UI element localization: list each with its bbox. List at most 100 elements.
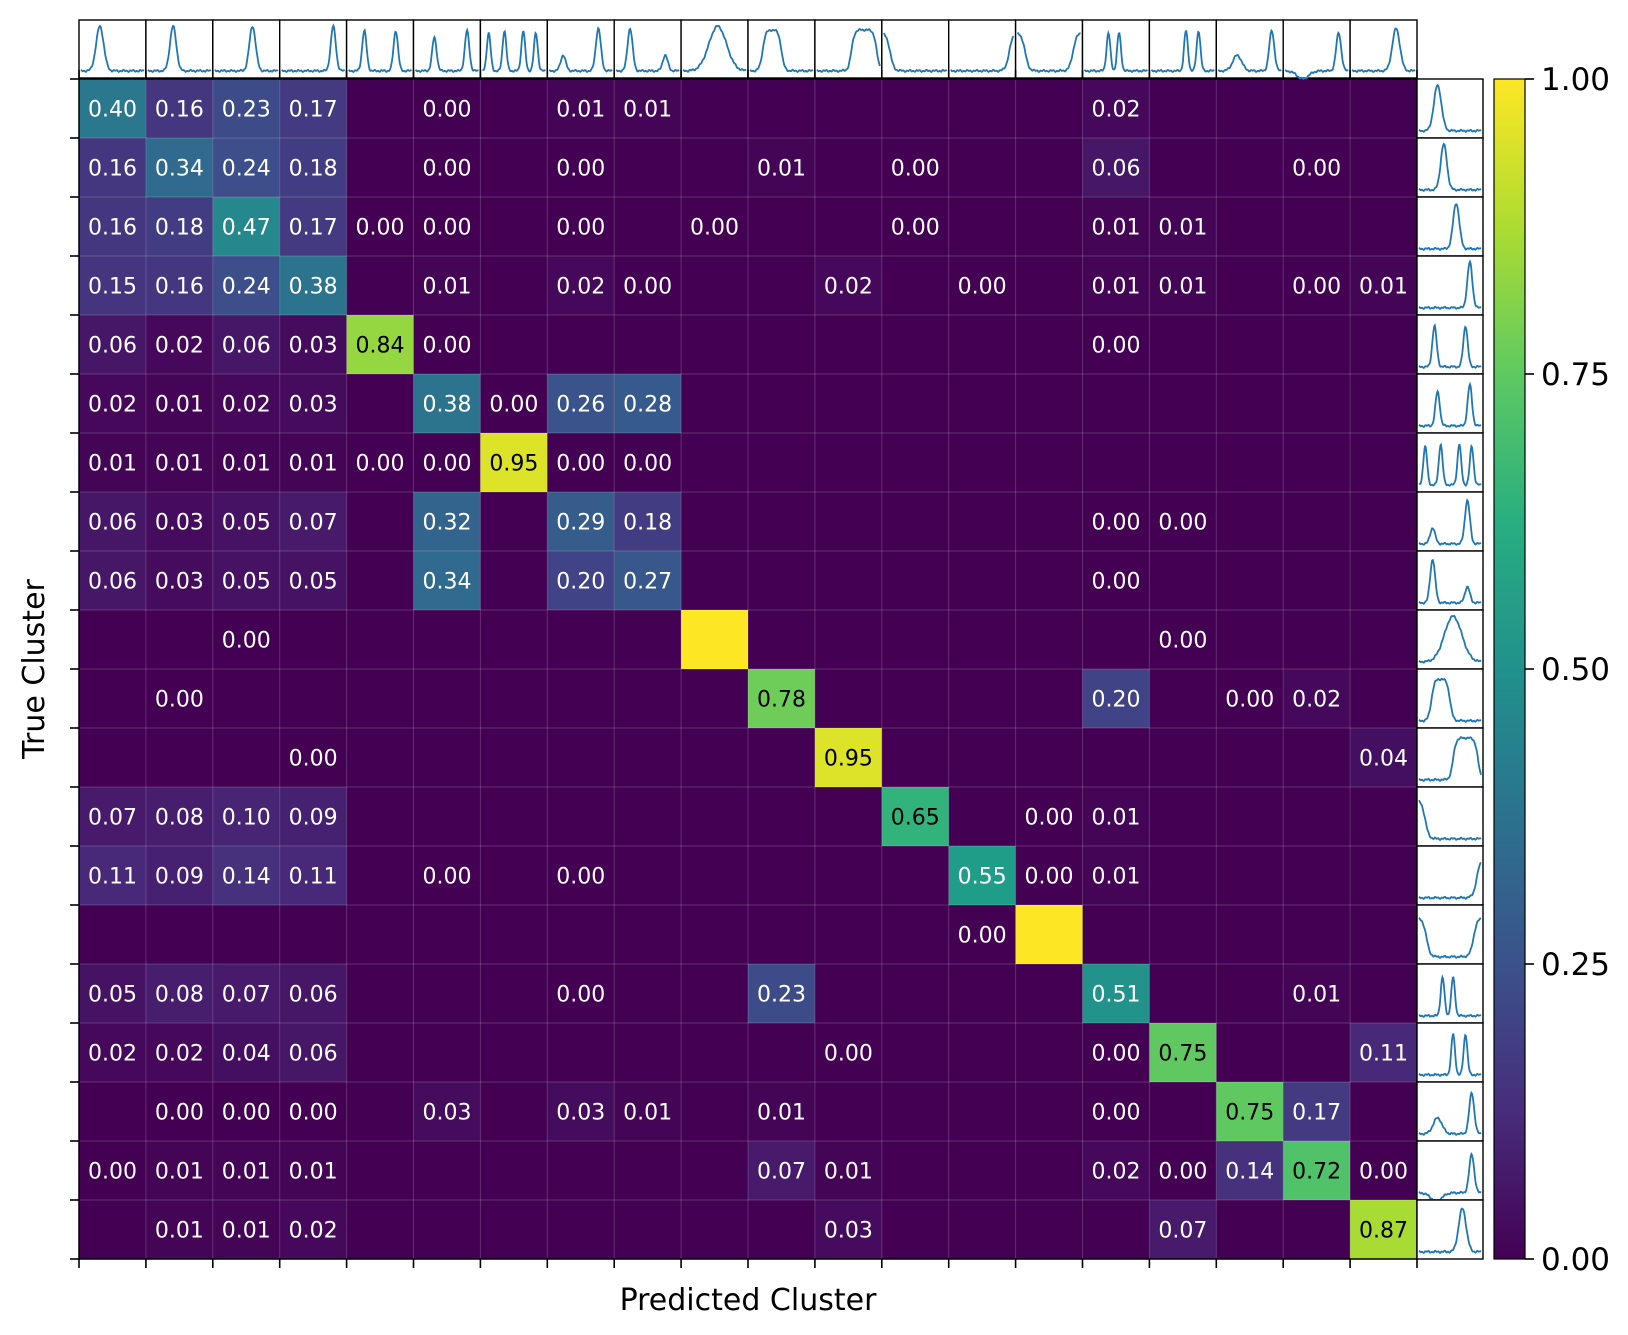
- profile-line: [1016, 31, 1081, 73]
- profile-box: [1416, 1140, 1484, 1201]
- heatmap-cell: [614, 79, 682, 138]
- heatmap-cell: [1283, 1141, 1351, 1200]
- cell-value-label: 0.06: [222, 334, 271, 359]
- heatmap-cell: [1283, 1082, 1351, 1141]
- heatmap-cell: [212, 374, 280, 433]
- heatmap-grid: 0.40 0.16 0.23 0.17 0.00 0.01 0.01 0.02 0.16 0.34…: [78, 78, 1418, 1260]
- cell-value-label: 0.40: [88, 98, 137, 123]
- cell-value-label: 0.02: [1292, 688, 1341, 713]
- cell-value-label: 0.87: [1359, 1219, 1408, 1244]
- cell-value-label: 0.00: [422, 157, 471, 182]
- cell-value-label: 0.00: [489, 393, 538, 418]
- cell-value-label: 0.02: [1091, 1160, 1140, 1185]
- profile-box: [814, 19, 883, 79]
- cell-value-label: 0.95: [824, 747, 873, 772]
- profile-line: [1418, 861, 1482, 900]
- cell-value-label: 0.06: [88, 570, 137, 595]
- heatmap-cell: [145, 669, 213, 728]
- x-axis-label: Predicted Cluster: [620, 1283, 878, 1318]
- heatmap-cell: [1082, 964, 1150, 1023]
- cell-value-label: 0.00: [1359, 1160, 1408, 1185]
- cell-value-label: 0.01: [88, 452, 137, 477]
- cell-value-label: 0.00: [891, 157, 940, 182]
- heatmap-cell: [1149, 1141, 1217, 1200]
- cell-value-label: 0.01: [155, 1160, 204, 1185]
- predicted-profile-strip: [78, 19, 1418, 81]
- cell-value-label: 0.10: [222, 806, 271, 831]
- heatmap-cell: [212, 1023, 280, 1082]
- heatmap-cell: [1216, 1141, 1284, 1200]
- profile-line: [1217, 28, 1282, 73]
- cell-value-label: 0.00: [289, 747, 338, 772]
- cell-value-label: 0.00: [556, 216, 605, 241]
- profile-line: [1418, 259, 1482, 310]
- heatmap-cell: [279, 492, 347, 551]
- heatmap-cell: [413, 315, 481, 374]
- cell-value-label: 0.18: [289, 157, 338, 182]
- cell-value-label: 0.00: [556, 157, 605, 182]
- cell-value-label: 0.06: [88, 511, 137, 536]
- heatmap-cell: [212, 315, 280, 374]
- heatmap-cell: [346, 315, 414, 374]
- profile-box: [948, 19, 1017, 79]
- cell-value-label: 0.11: [289, 865, 338, 890]
- heatmap-cell: [748, 1141, 815, 1200]
- heatmap-cell: [547, 433, 615, 492]
- heatmap-cell: [547, 1082, 615, 1141]
- heatmap-cell: [413, 197, 481, 256]
- heatmap-cell: [212, 1141, 280, 1200]
- cell-value-label: 0.02: [222, 393, 271, 418]
- heatmap-cell: [145, 964, 213, 1023]
- cell-value-label: 0.04: [222, 1042, 271, 1067]
- heatmap-cell: [212, 433, 280, 492]
- heatmap-cell: [1149, 256, 1217, 315]
- heatmap-cell: [279, 964, 347, 1023]
- cell-value-label: 0.00: [289, 1101, 338, 1126]
- heatmap-cell: [145, 787, 213, 846]
- profile-line: [1418, 799, 1482, 841]
- cell-value-label: 0.07: [222, 983, 271, 1008]
- cell-value-label: 0.01: [556, 98, 605, 123]
- heatmap-cell: [145, 256, 213, 315]
- profile-line: [950, 35, 1015, 74]
- heatmap-cell: [881, 787, 949, 846]
- heatmap-cell: [145, 846, 213, 905]
- cell-value-label: 0.51: [1091, 983, 1140, 1008]
- cell-value-label: 0.08: [155, 983, 204, 1008]
- heatmap-cell: [279, 197, 347, 256]
- heatmap-cell: [279, 79, 347, 138]
- cell-value-label: 0.02: [88, 1042, 137, 1067]
- cell-value-label: 0.00: [1225, 688, 1274, 713]
- heatmap-cell: [1283, 256, 1351, 315]
- cell-value-label: 0.08: [155, 806, 204, 831]
- heatmap-cell: [681, 197, 748, 256]
- profile-line: [1418, 558, 1482, 605]
- heatmap-cell: [79, 1141, 146, 1200]
- cell-value-label: 0.78: [757, 688, 806, 713]
- heatmap-cell: [79, 256, 146, 315]
- heatmap-cell: [279, 1082, 347, 1141]
- cell-value-label: 0.00: [422, 334, 471, 359]
- heatmap-cell: [79, 846, 146, 905]
- heatmap-cell: [79, 492, 146, 551]
- heatmap-cell: [79, 964, 146, 1023]
- heatmap-cell: [279, 315, 347, 374]
- cell-value-label: 0.07: [289, 511, 338, 536]
- cell-value-label: 0.55: [958, 865, 1007, 890]
- heatmap-cell: [279, 374, 347, 433]
- colorbar-tick-label: 0.00: [1541, 1242, 1610, 1278]
- heatmap-cell: [79, 315, 146, 374]
- heatmap-cell: [279, 728, 347, 787]
- heatmap-cell: [145, 79, 213, 138]
- heatmap-cell: [1015, 787, 1083, 846]
- profile-line: [548, 26, 613, 73]
- cell-value-label: 0.03: [824, 1219, 873, 1244]
- cell-value-label: 0.00: [556, 865, 605, 890]
- profile-line: [749, 28, 814, 74]
- profile-line: [682, 24, 747, 73]
- cell-value-label: 0.20: [1091, 688, 1140, 713]
- heatmap-cell: [1149, 492, 1217, 551]
- heatmap-cell: [279, 787, 347, 846]
- true-profile-strip: [1416, 78, 1484, 1260]
- heatmap-cell: [547, 256, 615, 315]
